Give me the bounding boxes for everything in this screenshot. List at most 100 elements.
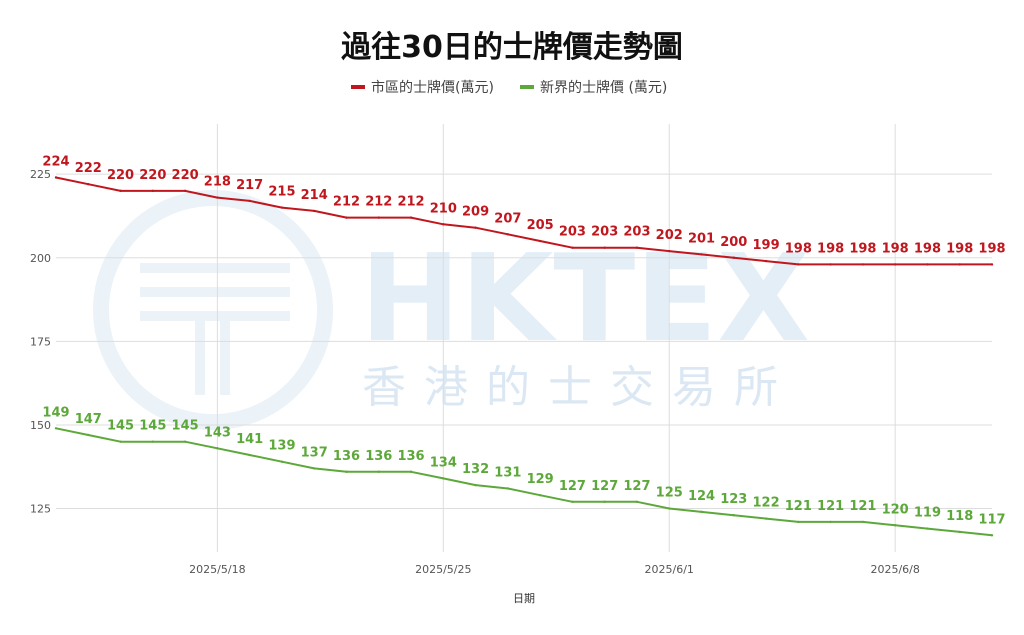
data-point [668, 249, 671, 253]
data-point [764, 517, 768, 520]
y-tick-label: 225 [30, 168, 51, 181]
data-point [668, 507, 671, 510]
data-point [313, 467, 316, 470]
data-point [926, 527, 929, 530]
data-point [700, 510, 703, 514]
data-point [216, 447, 219, 450]
data-label: 198 [978, 241, 1005, 256]
data-label: 212 [365, 195, 392, 210]
data-point [248, 453, 251, 457]
data-label: 145 [139, 419, 166, 434]
data-point [571, 246, 574, 249]
data-point [603, 500, 606, 504]
data-label: 202 [656, 228, 683, 243]
x-axis-ticks: 2025/5/18 2025/5/25 2025/6/1 2025/6/8 [189, 563, 920, 576]
data-point [280, 206, 284, 209]
x-tick-label: 2025/6/8 [870, 563, 919, 576]
data-label: 198 [817, 241, 844, 256]
data-label: 199 [752, 238, 779, 253]
data-label: 220 [107, 168, 134, 183]
series-lines [54, 176, 994, 537]
data-label: 137 [301, 445, 328, 460]
chart-title: 過往30日的士牌價走勢圖 [341, 30, 683, 65]
data-point [571, 500, 574, 504]
data-point [409, 470, 413, 473]
data-point [538, 493, 542, 497]
data-label: 141 [236, 432, 263, 447]
data-point [764, 259, 768, 263]
data-point [893, 263, 897, 266]
data-label: 136 [365, 449, 392, 464]
data-point [151, 189, 155, 193]
data-point [635, 246, 639, 249]
x-tick-label: 2025/5/18 [189, 563, 245, 576]
data-point [345, 216, 348, 219]
data-label: 198 [785, 241, 812, 256]
data-label: 203 [591, 225, 618, 240]
data-label: 215 [268, 185, 295, 200]
y-axis-ticks: 125 150 175 200 225 [30, 168, 51, 515]
data-label: 127 [623, 479, 650, 494]
data-label: 212 [397, 195, 424, 210]
data-label: 149 [42, 405, 69, 420]
data-point [893, 524, 897, 527]
data-point [990, 534, 994, 537]
data-point [280, 460, 284, 463]
data-label: 124 [688, 489, 715, 504]
data-point [474, 226, 477, 229]
data-label: 122 [752, 496, 779, 511]
y-tick-label: 175 [30, 335, 51, 348]
x-axis-title: 日期 [513, 592, 535, 605]
data-label: 218 [204, 175, 231, 190]
data-label: 198 [914, 241, 941, 256]
data-point [151, 440, 155, 443]
data-point [313, 209, 316, 213]
y-tick-label: 200 [30, 252, 51, 265]
data-labels: 224 222 220 220 220 218 217 215 214 212 212 212 210 2… [42, 155, 1005, 528]
x-tick-label: 2025/5/25 [415, 563, 471, 576]
data-label: 200 [720, 235, 747, 250]
data-point [409, 216, 413, 219]
data-point [603, 246, 606, 249]
data-label: 217 [236, 178, 263, 193]
legend-swatch-nt [520, 85, 534, 89]
data-label: 143 [204, 425, 231, 440]
legend-label-urban: 市區的士牌價(萬元) [371, 79, 494, 96]
data-label: 212 [333, 195, 360, 210]
data-point [119, 440, 122, 443]
data-point [732, 256, 735, 259]
data-label: 131 [494, 465, 521, 480]
data-point [797, 263, 800, 266]
data-label: 224 [42, 155, 69, 170]
series-line-0 [55, 176, 992, 266]
data-point [54, 427, 58, 430]
y-tick-label: 150 [30, 419, 51, 432]
data-point [345, 470, 348, 473]
data-label: 209 [462, 205, 489, 220]
data-point [861, 520, 865, 524]
watermark: HKTEX 香港的士交易所 [93, 190, 810, 430]
data-label: 121 [849, 499, 876, 514]
data-label: 222 [75, 161, 102, 176]
data-point [248, 199, 251, 203]
data-label: 132 [462, 462, 489, 477]
data-point [54, 176, 58, 179]
data-point [119, 189, 122, 193]
data-point [506, 487, 510, 490]
data-label: 207 [494, 211, 521, 226]
data-point [87, 433, 90, 437]
legend-swatch-urban [351, 85, 365, 89]
y-tick-label: 125 [30, 503, 51, 516]
data-label: 119 [914, 506, 941, 521]
data-label: 145 [172, 419, 199, 434]
watermark-brand: HKTEX [360, 230, 810, 369]
data-label: 198 [946, 241, 973, 256]
data-label: 147 [75, 412, 102, 427]
data-label: 203 [623, 225, 650, 240]
data-label: 129 [527, 472, 554, 487]
data-label: 145 [107, 419, 134, 434]
data-point [700, 253, 703, 256]
data-point [861, 263, 865, 266]
legend-label-nt: 新界的士牌價 (萬元) [540, 79, 667, 96]
